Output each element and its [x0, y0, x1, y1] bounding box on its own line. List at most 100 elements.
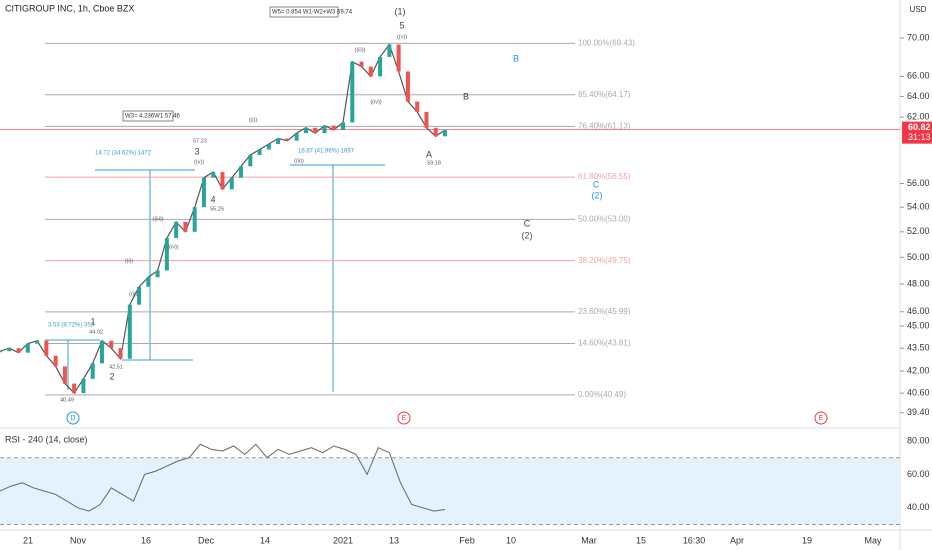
fib-label: 61.80%(56.55)	[578, 172, 631, 181]
y-tick-label: 56.00	[907, 178, 930, 188]
y-tick-label: 48.00	[907, 278, 930, 288]
candle	[285, 138, 290, 141]
measure-label: 14.72 (34.62%) 1472	[95, 151, 152, 157]
candle	[294, 133, 299, 141]
x-tick-label: 16	[141, 535, 151, 545]
x-tick-label: 13	[389, 535, 399, 545]
fib-label: 100.00%(69.43)	[578, 38, 635, 47]
candle	[443, 129, 447, 137]
candle	[118, 348, 123, 359]
x-tick-label: Mar	[581, 535, 597, 545]
candle	[7, 348, 12, 352]
event-marker	[397, 411, 411, 425]
wave-label: 2	[109, 371, 114, 381]
countdown: 31:13	[908, 132, 931, 142]
label-box	[122, 110, 174, 122]
candle	[220, 171, 225, 190]
candle	[127, 304, 132, 359]
candle	[313, 127, 318, 134]
y-tick-label: 40.60	[907, 388, 930, 398]
wave-label: ((iv))	[167, 244, 178, 250]
candle	[405, 71, 410, 102]
candle	[155, 270, 160, 278]
x-tick-label: May	[864, 535, 882, 545]
fib-label: 14.60%(43.81)	[578, 339, 631, 348]
wave-label: 59.18	[427, 160, 441, 166]
x-tick-label: Apr	[730, 535, 744, 545]
y-tick-label: 64.00	[907, 91, 930, 101]
wave-label: 3	[194, 146, 199, 156]
chart-title: CITIGROUP INC, 1h, Cboe BZX	[5, 3, 134, 13]
event-marker	[814, 411, 828, 425]
event-label: E	[819, 415, 824, 422]
wave-label: ((iv))	[370, 99, 381, 105]
y-tick-label: 43.50	[907, 343, 930, 353]
candle	[137, 286, 142, 305]
x-tick-label: 16:30	[683, 535, 706, 545]
candle	[35, 340, 40, 344]
event-marker	[66, 411, 80, 425]
fib-label: 85.40%(64.17)	[578, 90, 631, 99]
wave-label: ((ii))	[294, 158, 304, 164]
y-tick-label: 70.00	[907, 32, 930, 42]
candle	[146, 277, 151, 287]
label-box	[269, 6, 339, 18]
currency: USD	[910, 5, 927, 14]
wave-label: ((iii))	[153, 216, 164, 222]
y-tick-label: 46.00	[907, 306, 930, 316]
y-tick-label: 62.00	[907, 112, 930, 122]
candle	[62, 366, 67, 384]
candle	[359, 61, 364, 67]
y-tick-label: 66.00	[907, 71, 930, 81]
candle	[322, 125, 327, 134]
x-tick-label: 2021	[333, 535, 353, 545]
wave-label: ((i))	[249, 117, 258, 123]
x-tick-label: Dec	[198, 535, 215, 545]
candle	[341, 122, 346, 130]
candle	[0, 351, 2, 353]
candle	[424, 111, 429, 128]
rsi-band	[0, 457, 900, 525]
candle	[303, 127, 308, 134]
measure-label: 3.53 (8.72%) 353	[48, 323, 95, 329]
candle	[44, 340, 49, 356]
last-price-box	[902, 121, 932, 144]
x-tick-label: 19	[802, 535, 812, 545]
candle	[99, 340, 104, 364]
fib-label: 38.20%(49.75)	[578, 256, 631, 265]
wave-label: C	[524, 218, 531, 228]
wave-label: 42.51	[109, 364, 123, 370]
wave-label: B	[513, 53, 519, 63]
wave-label: (1)	[395, 6, 406, 16]
x-tick-label: 10	[506, 535, 516, 545]
rsi-tick-label: 80.00	[907, 435, 930, 445]
wave-label: ((ii))	[129, 291, 139, 297]
x-tick-label: Nov	[70, 535, 87, 545]
candle	[201, 177, 206, 208]
candle	[368, 66, 373, 77]
candle	[257, 149, 262, 156]
candle	[183, 221, 188, 232]
candle	[174, 221, 179, 239]
fib-label: 76.40%(61.13)	[578, 121, 631, 130]
wave-label: C	[593, 179, 600, 189]
fib-label: 0.00%(40.49)	[578, 390, 626, 399]
candle	[350, 61, 355, 123]
wave-label: (2)	[522, 230, 533, 240]
rsi-tick-label: 40.00	[907, 502, 930, 512]
measure-label: 16.87 (41.96%) 1697	[298, 149, 355, 155]
candle	[248, 155, 253, 167]
y-tick-label: 39.40	[907, 407, 930, 417]
wave-label: (2)	[592, 190, 603, 200]
fib-label: 50.00%(53.00)	[578, 214, 631, 223]
wave-label: 44.02	[89, 329, 103, 335]
x-tick-label: 14	[260, 535, 270, 545]
candle	[192, 207, 197, 232]
x-tick-label: 15	[636, 535, 646, 545]
candle	[276, 138, 281, 144]
wave-label: ((v))	[194, 159, 204, 165]
candle	[25, 343, 30, 353]
wave-label: ((i))	[125, 258, 134, 264]
wave-label: B	[463, 91, 469, 101]
fib-label: 23.60%(45.99)	[578, 307, 631, 316]
